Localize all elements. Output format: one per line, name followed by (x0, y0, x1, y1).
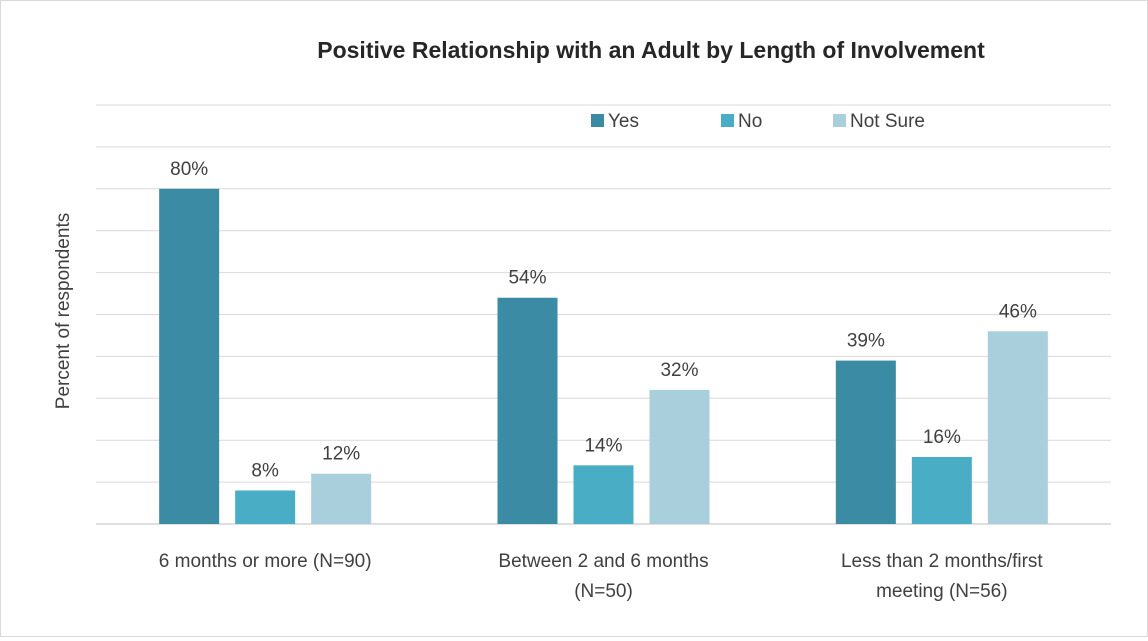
legend-swatch (591, 114, 604, 127)
data-label: 39% (847, 331, 885, 352)
data-label: 8% (251, 460, 279, 481)
data-label: 14% (584, 435, 622, 456)
legend-swatch (833, 114, 846, 127)
data-label: 16% (923, 427, 961, 448)
y-axis-label: Percent of respondents (53, 213, 74, 409)
bars (159, 188, 1048, 525)
legend-label: No (738, 111, 762, 132)
bar-not-sure (649, 389, 710, 524)
bar-no (573, 465, 634, 524)
category-label: meeting (N=56) (876, 581, 1007, 602)
data-label: 80% (170, 159, 208, 180)
legend-swatch (721, 114, 734, 127)
data-label: 54% (508, 268, 546, 289)
category-label: 6 months or more (N=90) (159, 551, 372, 572)
bar-yes (159, 188, 220, 525)
data-label: 46% (999, 301, 1037, 322)
data-labels: 80% 8% 12% 54% 14% 32% 39% 16% 46% (170, 159, 1037, 482)
bar-not-sure (311, 473, 372, 524)
chart-title: Positive Relationship with an Adult by L… (317, 37, 985, 63)
legend-label: Not Sure (850, 111, 925, 132)
bar-yes (497, 297, 558, 524)
data-label: 12% (322, 444, 360, 465)
gridlines (96, 104, 1111, 525)
category-label: Between 2 and 6 months (498, 551, 708, 572)
category-label: Less than 2 months/first (841, 551, 1043, 572)
bar-no (911, 456, 972, 524)
bar-yes (835, 360, 896, 524)
category-label: (N=50) (574, 581, 633, 602)
bar-no (235, 490, 296, 524)
bar-not-sure (987, 331, 1048, 524)
data-label: 32% (660, 360, 698, 381)
category-labels: 6 months or more (N=90) Between 2 and 6 m… (159, 551, 1044, 602)
legend: Yes No Not Sure (591, 111, 925, 132)
legend-label: Yes (608, 111, 639, 132)
